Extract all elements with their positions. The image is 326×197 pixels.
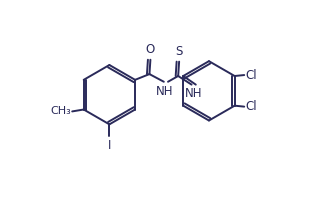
Text: S: S [175, 45, 183, 58]
Text: NH: NH [156, 85, 173, 98]
Text: NH: NH [185, 87, 202, 100]
Text: Cl: Cl [245, 100, 257, 113]
Text: CH₃: CH₃ [51, 106, 71, 116]
Text: I: I [108, 139, 111, 152]
Text: Cl: Cl [245, 69, 257, 82]
Text: O: O [146, 43, 155, 56]
